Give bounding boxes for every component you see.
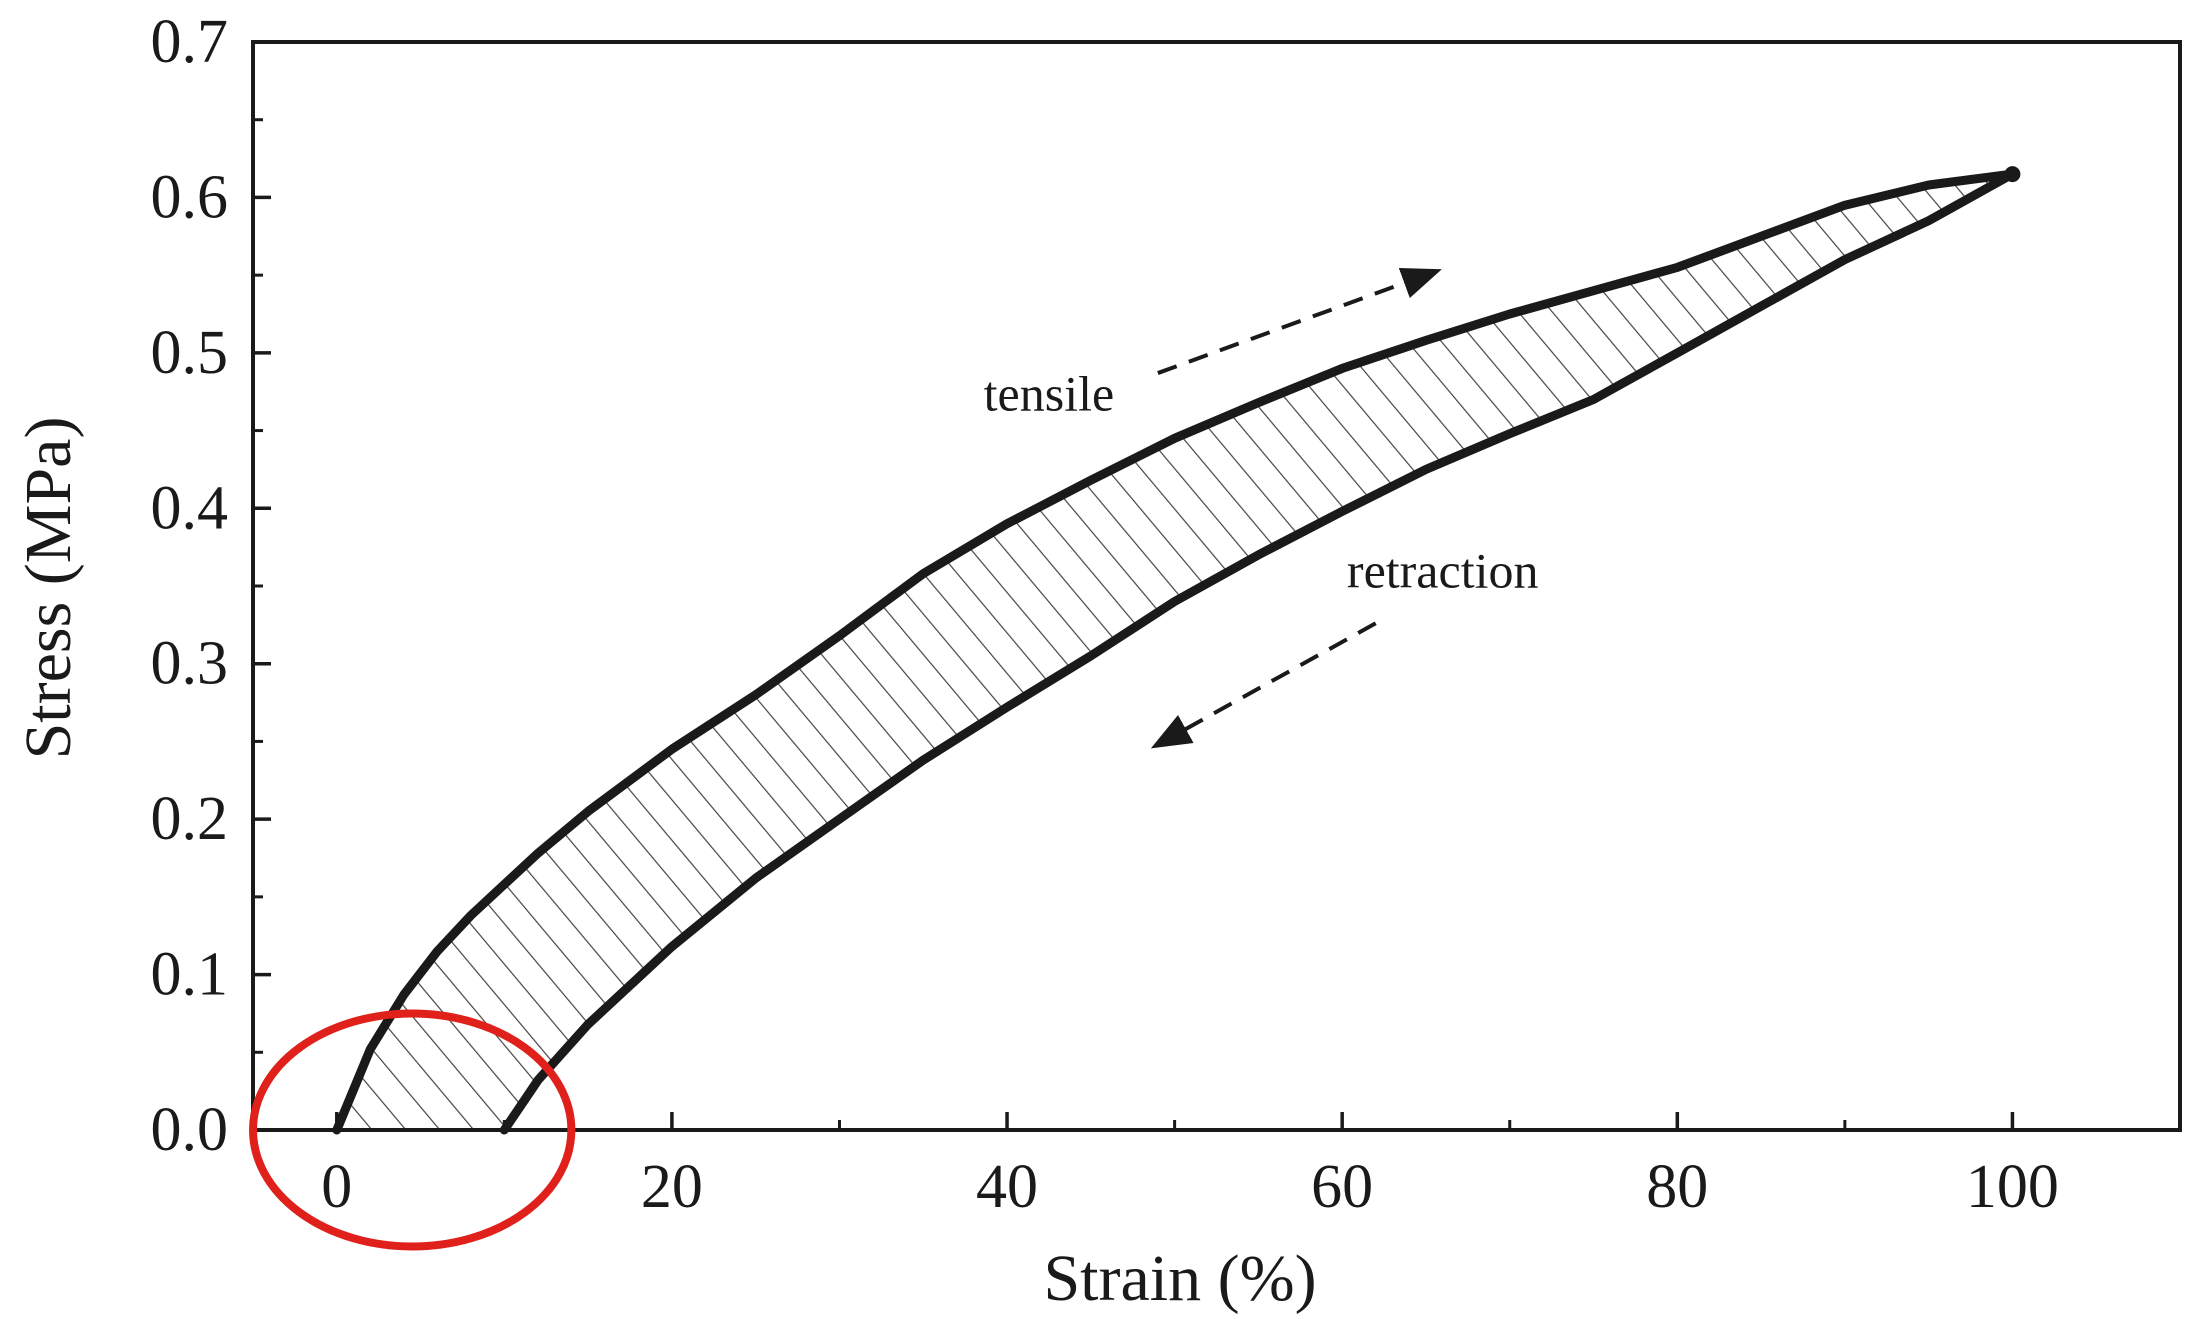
- y-tick-label: 0.7: [151, 8, 229, 76]
- y-tick-label: 0.0: [151, 1096, 229, 1164]
- x-tick-label: 20: [641, 1153, 703, 1221]
- x-tick-label: 80: [1646, 1153, 1708, 1221]
- hysteresis-area: [336, 174, 2013, 1131]
- x-tick-label: 40: [976, 1153, 1038, 1221]
- series-line-tensile: [332, 169, 2017, 1135]
- peak-point: [2004, 166, 2021, 183]
- y-tick-label: 0.5: [151, 319, 229, 387]
- y-tick-label: 0.2: [151, 785, 229, 853]
- x-axis-title: Strain (%): [1043, 1242, 1316, 1315]
- y-tick-label: 0.6: [151, 163, 229, 231]
- x-tick-label: 100: [1966, 1153, 2059, 1221]
- y-tick-label: 0.3: [151, 630, 229, 698]
- x-tick-label: 60: [1311, 1153, 1373, 1221]
- tensile-arrow: [1157, 267, 1442, 375]
- retraction-label: retraction: [1347, 543, 1539, 599]
- y-tick-label: 0.1: [151, 941, 229, 1009]
- retraction-arrow: [1150, 621, 1377, 749]
- tensile-label: tensile: [984, 365, 1115, 421]
- highlight-ellipse: [249, 1009, 576, 1251]
- y-axis-title: Stress (MPa): [12, 417, 85, 760]
- x-tick-label: 0: [321, 1153, 352, 1221]
- y-tick-label: 0.4: [151, 474, 229, 542]
- plot-area: 0 20 40 60 80 100 0.0 0.1 0.2 0.3 0.4 0.5 0.6 0.7: [151, 8, 2182, 1221]
- series-line-retraction: [499, 169, 2017, 1135]
